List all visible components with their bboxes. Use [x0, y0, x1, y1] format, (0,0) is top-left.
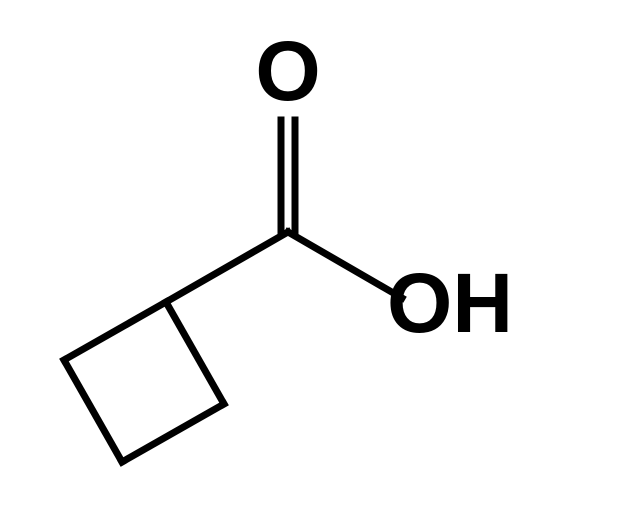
bond-line — [64, 302, 166, 360]
bond-line — [288, 232, 402, 298]
atom-label-o2: OH — [387, 256, 513, 350]
bond-line — [166, 302, 224, 404]
atom-label-o1: O — [255, 24, 320, 118]
bond-line — [166, 232, 288, 302]
bond-line — [64, 360, 122, 462]
chemical-structure-diagram: O OH — [0, 0, 640, 510]
bond-line — [122, 404, 224, 462]
